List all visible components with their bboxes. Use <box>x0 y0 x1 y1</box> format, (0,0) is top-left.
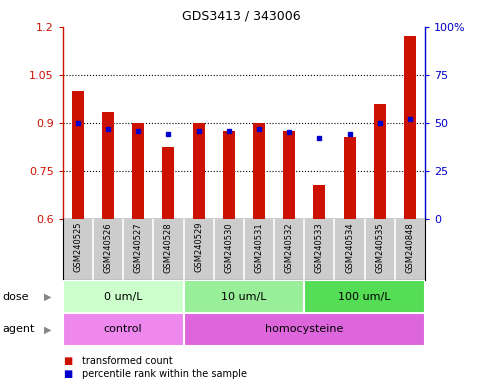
Text: percentile rank within the sample: percentile rank within the sample <box>82 369 247 379</box>
Text: 100 um/L: 100 um/L <box>339 291 391 302</box>
Bar <box>343 137 355 219</box>
Text: GSM240533: GSM240533 <box>315 222 324 273</box>
Text: GSM240528: GSM240528 <box>164 222 173 273</box>
Text: ▶: ▶ <box>43 324 51 334</box>
Bar <box>63 280 184 313</box>
Text: GSM240530: GSM240530 <box>224 222 233 273</box>
Text: 10 um/L: 10 um/L <box>221 291 267 302</box>
Text: GSM240526: GSM240526 <box>103 222 113 273</box>
Bar <box>162 147 174 219</box>
Text: control: control <box>104 324 142 334</box>
Text: GSM240531: GSM240531 <box>255 222 264 273</box>
Text: ■: ■ <box>63 369 72 379</box>
Text: homocysteine: homocysteine <box>265 324 343 334</box>
Text: GSM240525: GSM240525 <box>73 222 83 273</box>
Text: GSM240532: GSM240532 <box>284 222 294 273</box>
Text: agent: agent <box>2 324 35 334</box>
Bar <box>253 123 265 219</box>
Text: GSM240527: GSM240527 <box>134 222 143 273</box>
Bar <box>63 313 184 346</box>
Text: ■: ■ <box>63 356 72 366</box>
Text: GDS3413 / 343006: GDS3413 / 343006 <box>182 10 301 23</box>
Bar <box>313 185 326 219</box>
Text: dose: dose <box>2 291 29 302</box>
Bar <box>184 280 304 313</box>
Bar <box>132 123 144 219</box>
Text: 0 um/L: 0 um/L <box>104 291 142 302</box>
Bar <box>404 36 416 219</box>
Bar <box>193 123 205 219</box>
Bar <box>184 313 425 346</box>
Text: GSM240848: GSM240848 <box>405 222 414 273</box>
Text: transformed count: transformed count <box>82 356 173 366</box>
Text: GSM240535: GSM240535 <box>375 222 384 273</box>
Bar <box>374 104 386 219</box>
Bar <box>102 112 114 219</box>
Text: GSM240529: GSM240529 <box>194 222 203 273</box>
Bar <box>72 91 84 219</box>
Text: ▶: ▶ <box>43 291 51 302</box>
Bar <box>223 131 235 219</box>
Bar <box>304 280 425 313</box>
Text: GSM240534: GSM240534 <box>345 222 354 273</box>
Bar <box>283 131 295 219</box>
